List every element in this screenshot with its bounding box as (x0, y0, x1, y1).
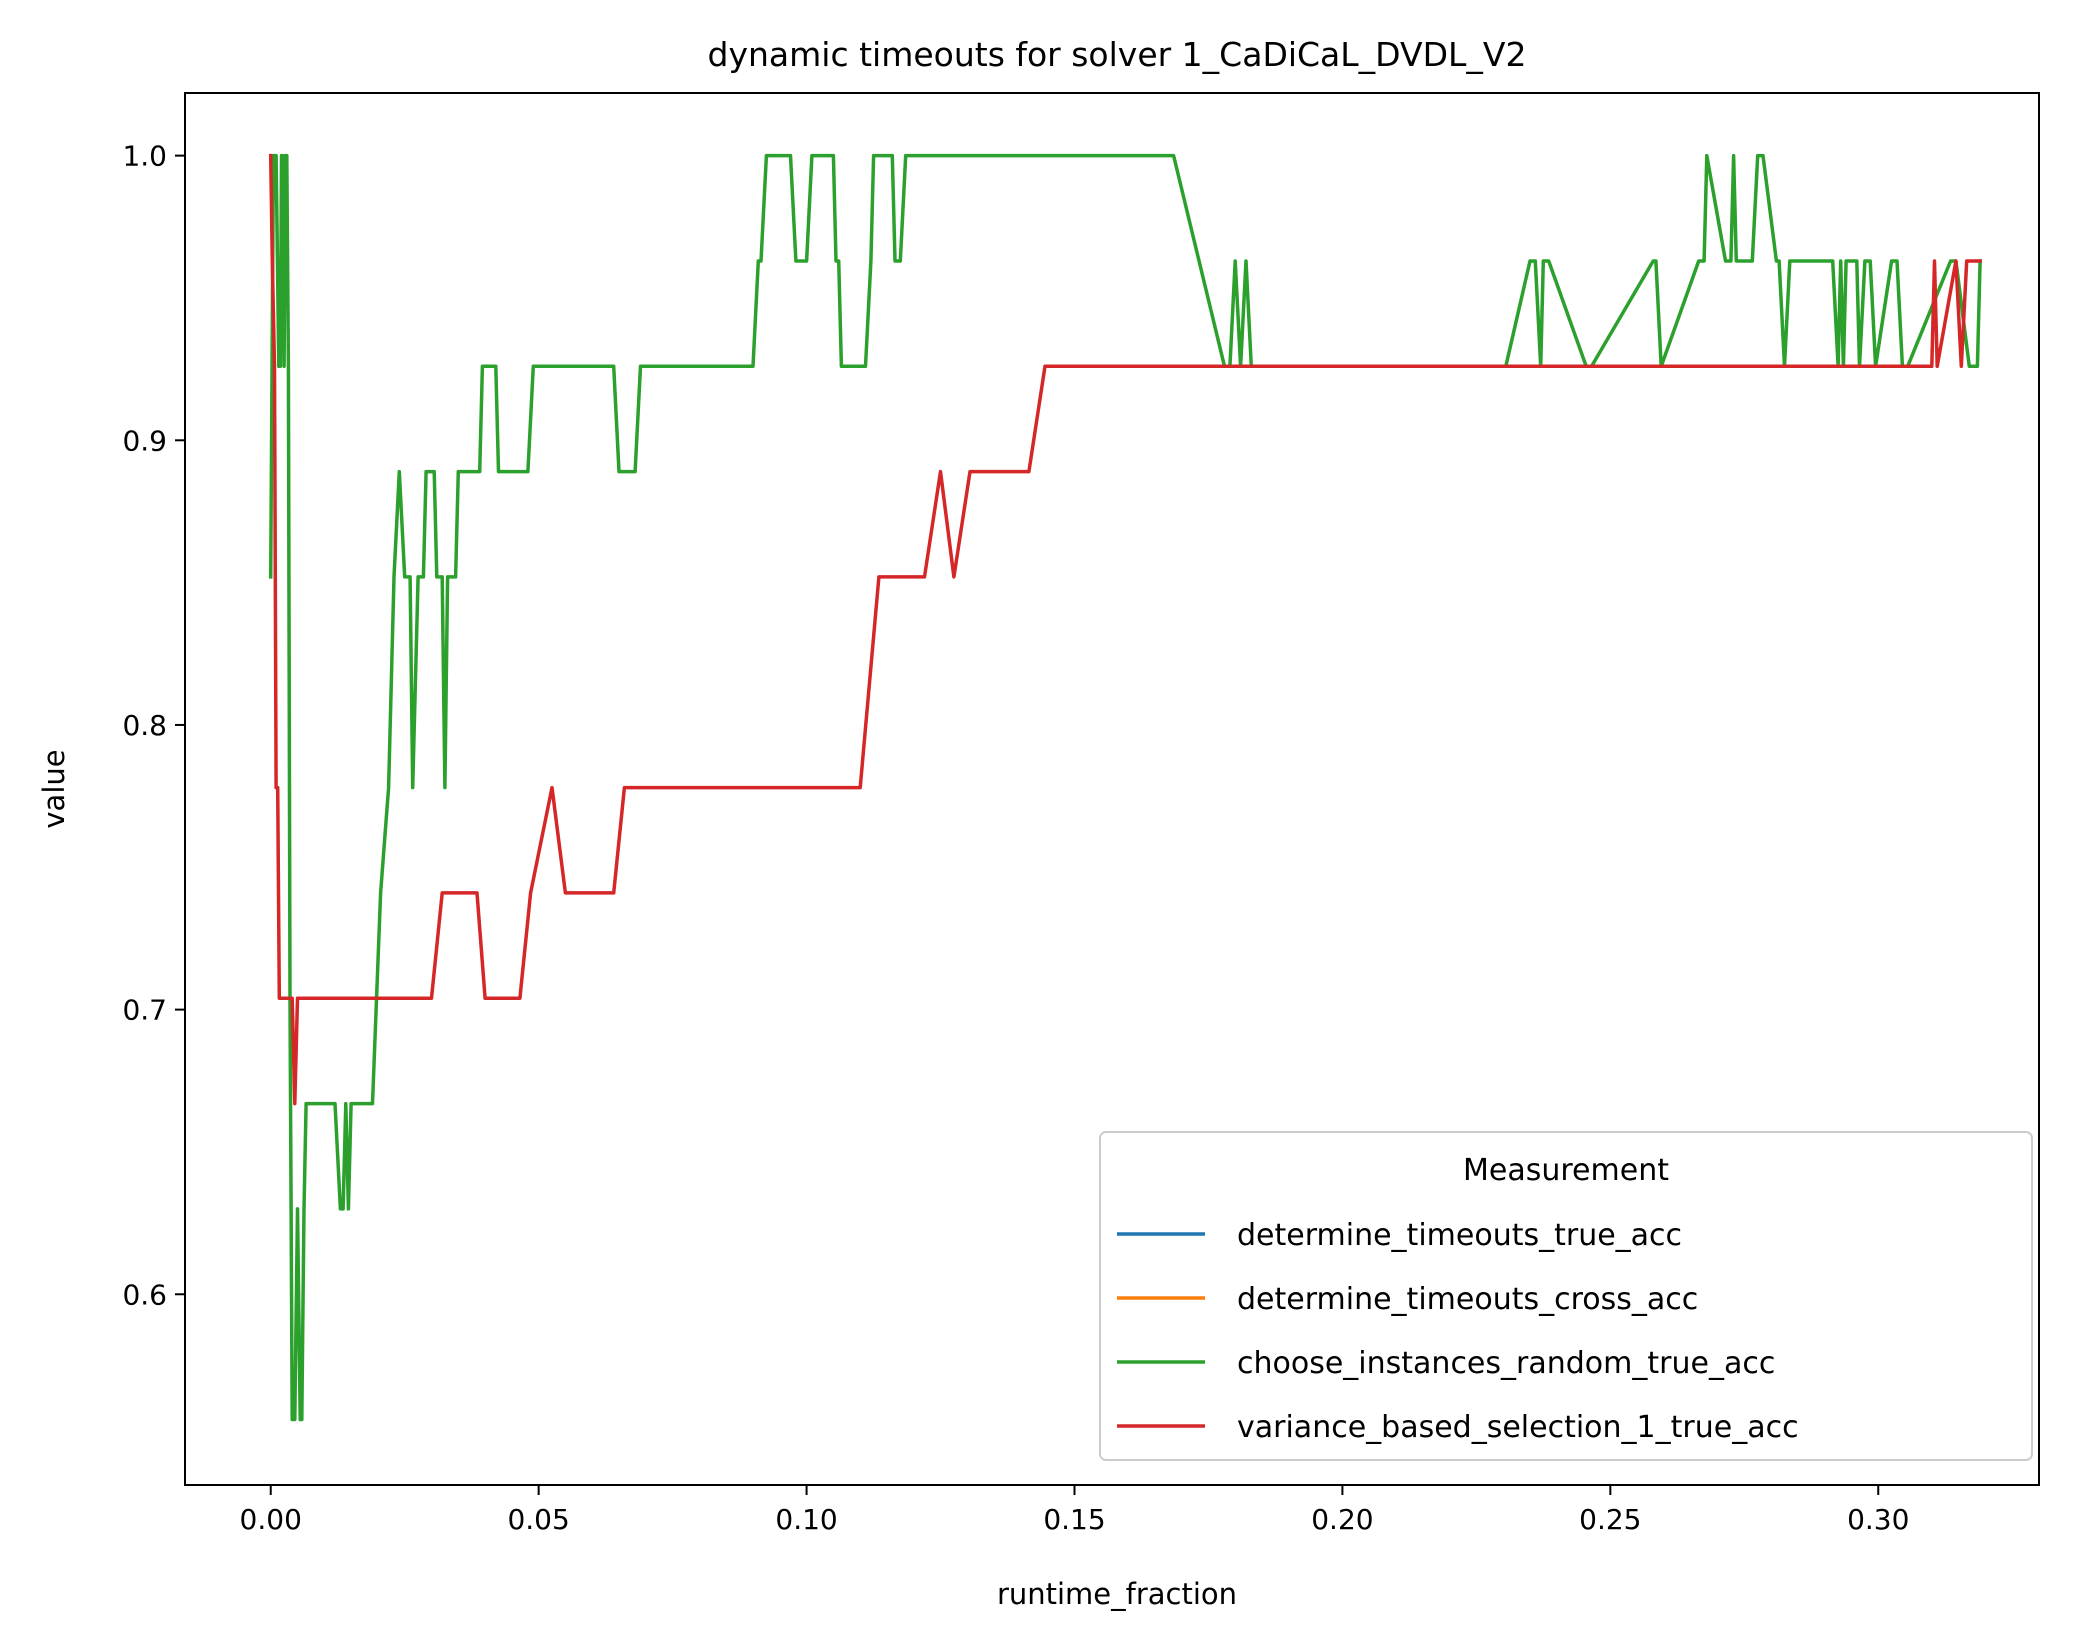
legend-label: choose_instances_random_true_acc (1237, 1346, 1775, 1381)
plot-lines (268, 153, 1982, 1422)
legend-box (1099, 1131, 2033, 1461)
x-axis-label: runtime_fraction (997, 1577, 1237, 1611)
legend: Measurement determine_timeouts_true_accd… (1099, 1131, 2033, 1461)
series-line-variance-based-selection-1-true-acc (268, 153, 1982, 1106)
legend-items: determine_timeouts_true_acc determine_tim… (1117, 1218, 1799, 1445)
x-tick-label: 0.10 (775, 1503, 837, 1536)
x-tick-label: 0.20 (1311, 1503, 1373, 1536)
y-axis-ticks: 0.6 0.7 0.8 0.9 1.0 (122, 140, 185, 1311)
y-tick-label: 0.9 (122, 424, 167, 457)
y-axis-label: value (37, 749, 71, 828)
y-tick-label: 0.6 (122, 1278, 167, 1311)
x-tick-label: 0.30 (1847, 1503, 1909, 1536)
y-tick-label: 0.8 (122, 709, 167, 742)
series-line-choose-instances-random-true-acc (268, 153, 1982, 1422)
x-tick-label: 0.25 (1579, 1503, 1641, 1536)
y-tick-label: 0.7 (122, 994, 167, 1027)
chart-title: dynamic timeouts for solver 1_CaDiCaL_DV… (708, 35, 1527, 74)
legend-title: Measurement (1463, 1153, 1669, 1188)
legend-label: variance_based_selection_1_true_acc (1237, 1410, 1799, 1445)
x-tick-label: 0.15 (1043, 1503, 1105, 1536)
y-tick-label: 1.0 (122, 140, 167, 173)
legend-label: determine_timeouts_cross_acc (1237, 1282, 1698, 1317)
plot-frame (184, 92, 2040, 1486)
x-tick-label: 0.05 (507, 1503, 569, 1536)
x-tick-label: 0.00 (240, 1503, 302, 1536)
x-axis-ticks: 0.00 0.05 0.10 0.15 0.20 0.25 0.30 (240, 1485, 1909, 1536)
legend-label: determine_timeouts_true_acc (1237, 1218, 1682, 1253)
